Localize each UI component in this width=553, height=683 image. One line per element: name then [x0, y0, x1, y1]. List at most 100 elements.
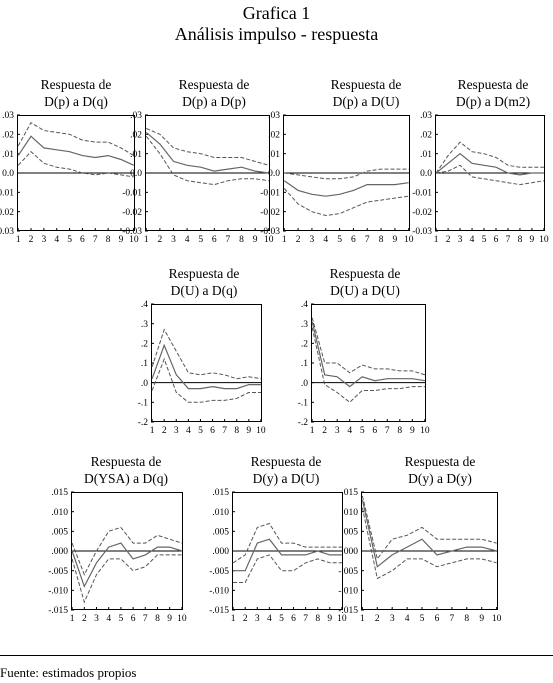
x-tick-label: 7: [365, 235, 370, 245]
x-tick-label: 3: [255, 614, 260, 624]
y-tick-label: .4: [141, 300, 148, 310]
y-tick-label: .0: [141, 379, 148, 389]
y-tick-label: .000: [341, 547, 358, 557]
y-tick-label: .02: [2, 131, 14, 141]
x-tick-label: 1: [16, 235, 21, 245]
y-tick-label: .005: [341, 528, 358, 538]
x-tick-label: 8: [315, 614, 320, 624]
x-tick-label: 2: [446, 235, 451, 245]
y-tick-label: .010: [51, 508, 68, 518]
x-tick-label: 3: [171, 235, 176, 245]
x-tick-label: 2: [322, 426, 327, 436]
panel-title: Respuesta de D(p) a D(m2): [413, 76, 553, 110]
y-tick-label: .0: [301, 379, 308, 389]
x-tick-label: 1: [360, 614, 365, 624]
y-tick-label: .010: [212, 508, 229, 518]
y-tick-label: .015: [341, 488, 358, 498]
y-tick-label: .03: [268, 111, 280, 121]
x-tick-label: 5: [482, 235, 487, 245]
x-tick-label: 4: [106, 614, 111, 624]
y-tick-label: .005: [51, 528, 68, 538]
panel-title-line2: D(p) a D(p): [182, 94, 246, 109]
y-tick-label: -.010: [48, 587, 68, 597]
y-tick-label: -0.02: [122, 208, 142, 218]
x-tick-label: 9: [410, 426, 415, 436]
x-tick-label: 8: [464, 614, 469, 624]
x-tick-label: 8: [379, 235, 384, 245]
x-tick-label: 1: [282, 235, 287, 245]
panel-title: Respuesta de D(p) a D(p): [134, 76, 294, 110]
x-tick-label: 9: [479, 614, 484, 624]
plot-frame: [151, 304, 262, 422]
x-tick-label: 6: [435, 614, 440, 624]
y-tick-label: -0.01: [0, 189, 14, 199]
x-tick-label: 3: [458, 235, 463, 245]
y-tick-label: -0.02: [0, 208, 14, 218]
series-upper-line: [284, 168, 409, 180]
panel-title-line2: D(p) a D(U): [332, 94, 400, 109]
series-lower-line: [283, 188, 409, 217]
x-tick-label: 1: [310, 426, 315, 436]
x-tick-label: 6: [372, 426, 377, 436]
x-tick-label: 2: [157, 235, 162, 245]
x-tick-label: 5: [360, 426, 365, 436]
y-tick-label: .02: [420, 131, 432, 141]
y-tick-label: .2: [301, 340, 308, 350]
x-tick-label: 1: [144, 235, 149, 245]
x-tick-label: 6: [494, 235, 499, 245]
series-response-line: [435, 152, 544, 176]
x-tick-label: 9: [530, 235, 535, 245]
series-response-line: [361, 499, 497, 568]
x-tick-label: 7: [450, 614, 455, 624]
panel-title-line2: D(U) a D(q): [170, 283, 238, 298]
series-upper-line: [311, 317, 426, 376]
y-tick-label: -.005: [338, 567, 358, 577]
x-tick-label: 6: [80, 235, 85, 245]
series-lower-line: [71, 554, 182, 604]
y-tick-label: .000: [212, 547, 229, 557]
x-tick-label: 9: [393, 235, 398, 245]
y-tick-label: -0.01: [412, 189, 432, 199]
series-upper-line: [232, 522, 342, 564]
x-tick-label: 10: [264, 235, 274, 245]
y-tick-label: -.2: [298, 418, 309, 428]
series-lower-line: [145, 135, 269, 186]
series-lower-line: [361, 507, 497, 580]
x-tick-label: 10: [404, 235, 414, 245]
y-tick-label: -0.02: [260, 208, 280, 218]
series-upper-line: [435, 141, 544, 174]
x-tick-label: 1: [434, 235, 439, 245]
series-response-line: [311, 321, 425, 388]
y-tick-label: .010: [341, 508, 358, 518]
y-tick-label: -0.01: [260, 189, 280, 199]
x-tick-label: 2: [296, 235, 301, 245]
x-tick-label: 3: [335, 426, 340, 436]
y-tick-label: -.2: [138, 418, 149, 428]
x-tick-label: 10: [492, 614, 502, 624]
x-tick-label: 4: [470, 235, 475, 245]
y-tick-label: 0.0: [2, 169, 14, 179]
x-tick-label: 3: [42, 235, 47, 245]
x-tick-label: 6: [291, 614, 296, 624]
x-tick-label: 2: [243, 614, 248, 624]
x-tick-label: 7: [303, 614, 308, 624]
x-tick-label: 2: [82, 614, 87, 624]
y-tick-label: .4: [301, 300, 308, 310]
y-tick-label: -0.03: [260, 227, 280, 237]
series-response-line: [145, 131, 269, 174]
panel-title-line1: Respuesta de: [329, 266, 401, 281]
panel-title-line1: Respuesta de: [404, 454, 476, 469]
y-tick-label: .01: [420, 150, 432, 160]
source-note: Fuente: estimados propios: [0, 665, 137, 680]
series-lower-line: [233, 554, 342, 583]
y-tick-label: -0.02: [412, 208, 432, 218]
x-tick-label: 8: [518, 235, 523, 245]
series-response-line: [233, 538, 342, 572]
x-tick-label: 10: [177, 614, 187, 624]
x-tick-label: 4: [185, 235, 190, 245]
x-tick-label: 4: [323, 235, 328, 245]
